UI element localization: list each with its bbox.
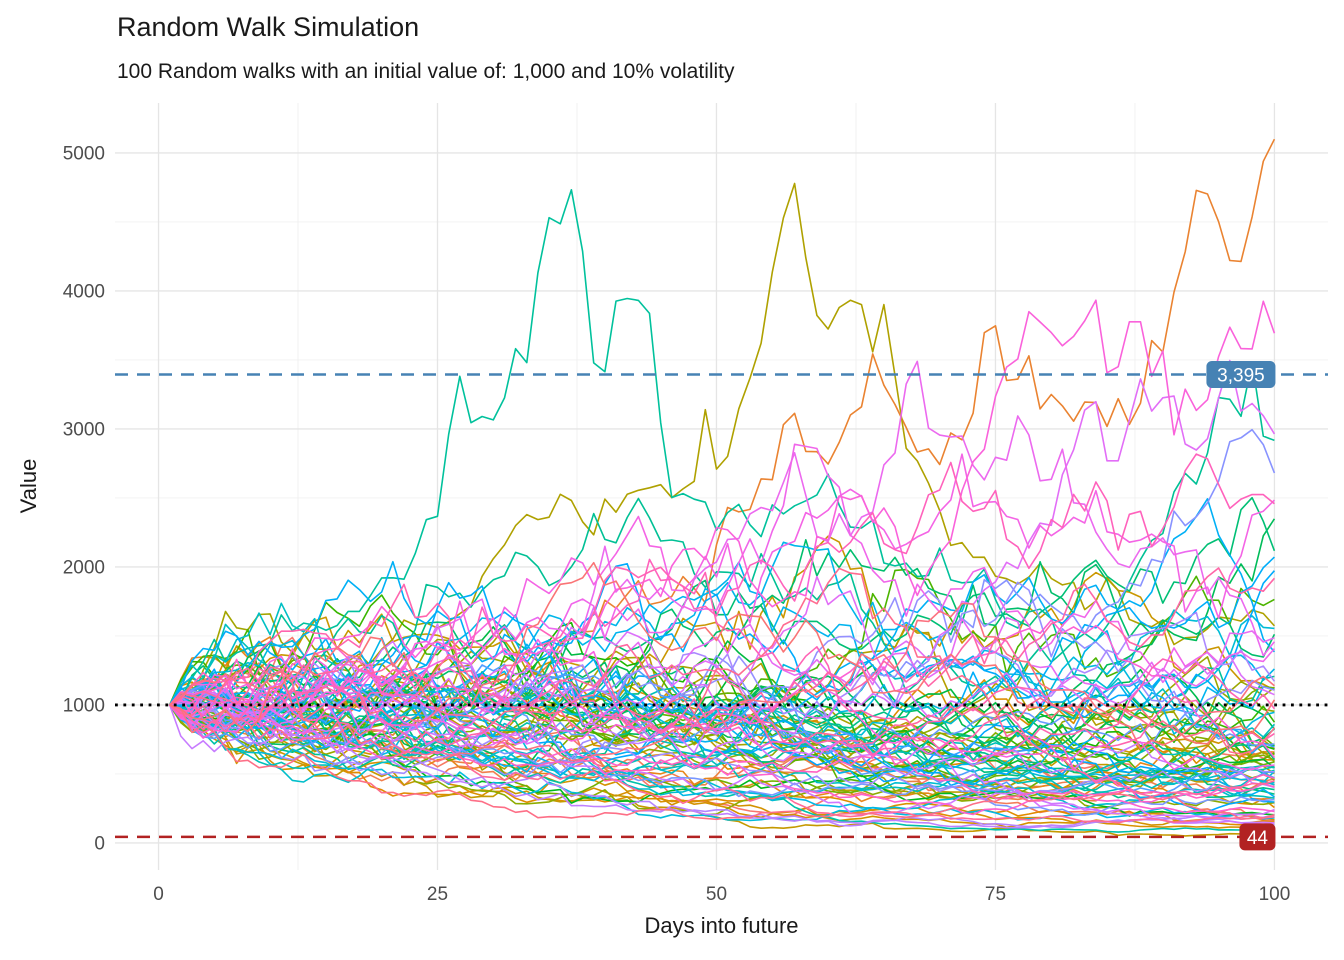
x-tick-label: 75	[985, 884, 1006, 905]
y-tick-label: 4000	[63, 281, 105, 302]
walk-line	[169, 704, 1275, 829]
walk-line	[169, 453, 1275, 712]
walk-line	[169, 656, 1275, 737]
reference-label-box	[1206, 360, 1276, 388]
walk-line	[169, 361, 1275, 709]
walk-line	[169, 299, 1276, 717]
walk-line	[169, 666, 1275, 758]
walk-line	[169, 654, 1275, 783]
reference-label-box	[1239, 823, 1276, 851]
reference-label: 3,395	[1217, 365, 1265, 386]
x-axis-title: Days into future	[644, 913, 799, 938]
walk-line	[169, 428, 1276, 727]
x-tick-label: 100	[1259, 884, 1291, 905]
walk-line	[169, 701, 1275, 798]
x-tick-label: 50	[706, 884, 727, 905]
walk-line	[169, 704, 1275, 795]
walk-line	[169, 566, 1276, 732]
walk-line	[169, 616, 1275, 751]
reference-label: 44	[1247, 828, 1269, 849]
walk-line	[169, 704, 1275, 824]
walk-lines	[168, 138, 1276, 837]
walk-line	[169, 359, 1276, 749]
walk-line	[169, 583, 1275, 756]
walk-line	[169, 704, 1275, 833]
walk-line	[169, 189, 1275, 721]
walk-line	[169, 623, 1275, 820]
walk-line	[169, 561, 1275, 749]
walk-line	[169, 704, 1275, 821]
x-tick-label: 25	[427, 884, 448, 905]
chart-title: Random Walk Simulation	[117, 12, 420, 42]
y-tick-label: 3000	[63, 419, 105, 440]
walk-line	[169, 696, 1275, 800]
walk-line	[169, 182, 1275, 732]
y-tick-label: 0	[94, 833, 105, 854]
walk-line	[169, 567, 1276, 746]
walk-line	[169, 619, 1276, 759]
y-tick-label: 2000	[63, 557, 105, 578]
y-axis-title: Value	[16, 458, 41, 514]
y-tick-label: 5000	[63, 143, 105, 164]
walk-line	[169, 643, 1275, 798]
x-tick-label: 0	[153, 884, 164, 905]
walk-line	[169, 360, 1276, 717]
y-tick-label: 1000	[63, 695, 105, 716]
walk-line	[169, 602, 1275, 763]
walk-line	[169, 674, 1275, 796]
walk-line	[169, 611, 1276, 733]
chart-subtitle: 100 Random walks with an initial value o…	[117, 60, 735, 83]
walk-line	[169, 561, 1276, 745]
